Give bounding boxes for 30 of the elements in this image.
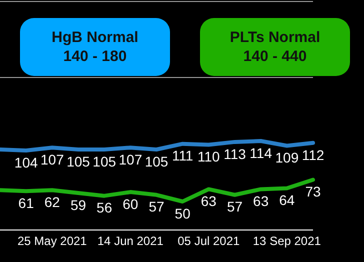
data-label: 56: [96, 200, 112, 216]
data-label: 105: [92, 153, 116, 170]
data-label: 62: [44, 194, 60, 210]
data-label: 114: [250, 144, 272, 161]
data-label: 110: [198, 148, 220, 165]
data-label: 73: [305, 184, 321, 200]
data-label: 57: [226, 198, 243, 215]
data-label: 113: [224, 146, 246, 162]
data-label: 111: [172, 148, 194, 164]
text: PLTs Normal 140 - 440: [200, 18, 350, 76]
data-label: 112: [302, 146, 324, 163]
data-label: 61: [18, 194, 34, 211]
data-label: 104: [14, 154, 38, 170]
text: HgB Normal 140 - 180: [20, 18, 170, 76]
data-label: 109: [275, 150, 299, 166]
data-label: 60: [122, 196, 138, 212]
x-tick-label: 25 May 2021: [17, 234, 88, 248]
data-label: 107: [40, 151, 64, 168]
data-label: 105: [144, 153, 168, 170]
data-label: 50: [174, 205, 191, 222]
data-label: 63: [200, 193, 217, 210]
x-tick-label: 05 Jul 2021: [178, 234, 240, 248]
x-tick-label: 13 Sep 2021: [252, 234, 322, 248]
data-label: 57: [148, 198, 164, 215]
data-label: 59: [70, 196, 86, 213]
data-label: 107: [118, 151, 142, 168]
data-label: 63: [253, 193, 269, 210]
x-tick-label: 14 Jun 2021: [97, 234, 164, 248]
data-label: 105: [66, 153, 90, 170]
data-label: 64: [279, 192, 295, 208]
